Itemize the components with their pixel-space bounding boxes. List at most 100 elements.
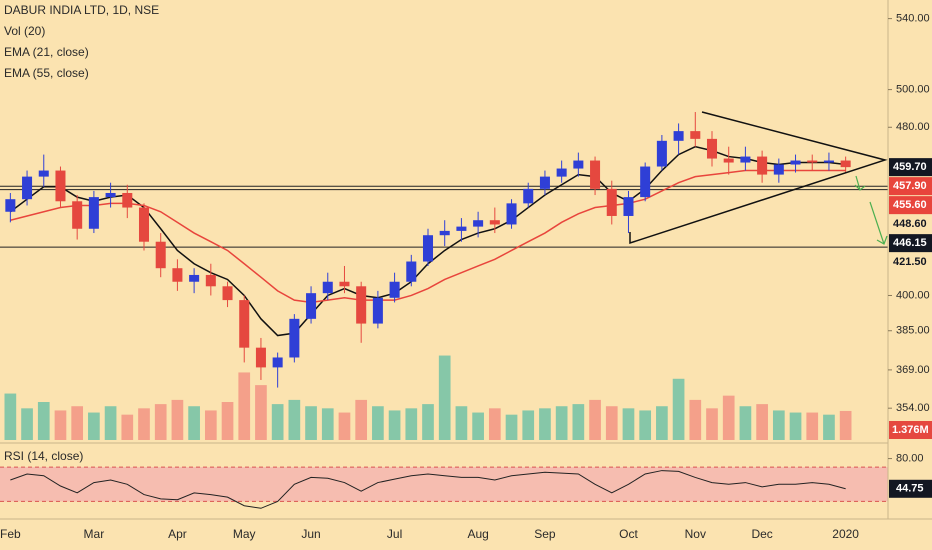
chart-title: DABUR INDIA LTD, 1D, NSE: [4, 3, 159, 17]
volume-bar: [472, 412, 484, 440]
volume-bar: [672, 378, 685, 440]
rsi-line: [10, 470, 846, 509]
candle-body: [38, 170, 49, 177]
x-tick-label: Oct: [619, 527, 638, 541]
volume-bar: [772, 410, 785, 440]
price-label: 455.60: [893, 199, 927, 211]
y-tick-label: 369.00: [896, 364, 930, 376]
candle-body: [740, 156, 751, 163]
volume-bar: [238, 372, 251, 440]
candle-body: [606, 188, 617, 216]
candle-body: [322, 281, 333, 294]
indicator-label: RSI (14, close): [4, 449, 83, 463]
volume-label: 1.376M: [892, 424, 929, 436]
volume-bar: [572, 404, 585, 440]
indicator-label: Vol (20): [4, 24, 45, 38]
y-tick-label: 385.00: [896, 325, 930, 337]
candle-body: [723, 158, 734, 163]
y-tick-label: 354.00: [896, 402, 930, 414]
volume-bar: [589, 399, 601, 440]
x-tick-label: Dec: [751, 527, 772, 541]
rsi-band: [0, 467, 888, 502]
volume-bar: [689, 399, 702, 440]
volume-bar: [171, 399, 184, 440]
candle-body: [473, 220, 484, 227]
volume-bar: [221, 402, 234, 440]
volume-bar: [488, 408, 501, 440]
candle-body: [506, 203, 517, 225]
x-tick-label: Aug: [467, 527, 488, 541]
indicator-label: EMA (21, close): [4, 45, 89, 59]
candle-body: [406, 261, 417, 282]
candle-body: [706, 138, 718, 159]
candle-body: [590, 160, 601, 189]
volume-bar: [154, 404, 167, 440]
price-label: 459.70: [893, 161, 927, 173]
candle-body: [439, 230, 450, 236]
candle-body: [823, 160, 834, 163]
volume-bar: [605, 406, 618, 440]
candle-body: [222, 286, 233, 301]
price-label-box: [889, 234, 932, 253]
candle-body: [339, 281, 350, 287]
x-tick-label: Nov: [685, 527, 706, 541]
candle-body: [840, 160, 851, 168]
candle-body: [138, 207, 150, 242]
volume-bar: [71, 406, 84, 440]
volume-bar: [722, 395, 735, 440]
candle-body: [356, 286, 367, 324]
candle-body: [88, 197, 99, 229]
candle-body: [172, 268, 183, 282]
price-label-box: [889, 177, 932, 196]
arrow: [854, 175, 866, 191]
volume-bar: [4, 393, 17, 440]
x-tick-label: May: [233, 527, 256, 541]
volume-bar: [305, 406, 317, 440]
volume-bar: [104, 406, 117, 440]
volume-bar: [739, 406, 752, 440]
candle-body: [372, 297, 383, 324]
candle-body: [239, 300, 250, 348]
price-label-box: [889, 253, 932, 272]
volume-bar: [321, 408, 334, 440]
candle-body: [656, 140, 667, 167]
volume-bar: [121, 414, 134, 440]
volume-bar: [823, 414, 835, 440]
volume-bar: [355, 399, 368, 440]
candle-body: [456, 226, 467, 231]
x-tick-label: Jul: [387, 527, 402, 541]
ema-line: [10, 169, 846, 304]
volume-bar: [622, 408, 635, 440]
volume-bar: [388, 410, 401, 440]
volume-bar: [656, 406, 668, 440]
candle-body: [523, 188, 534, 204]
volume-bar: [255, 385, 267, 440]
candle-body: [422, 235, 434, 262]
volume-bar: [88, 412, 100, 440]
indicator-label: EMA (55, close): [4, 66, 89, 80]
price-label: 421.50: [893, 256, 927, 268]
candle-body: [72, 201, 83, 229]
rsi-tick-label: 80.00: [896, 452, 924, 464]
price-label: 457.90: [893, 180, 927, 192]
rsi-label-box: [889, 479, 932, 498]
volume-bar: [539, 408, 551, 440]
candle-body: [105, 192, 116, 198]
candle-body: [623, 197, 634, 216]
price-label: 448.60: [893, 218, 927, 230]
y-tick-label: 400.00: [896, 289, 930, 301]
volume-bar: [271, 404, 284, 440]
price-label-box: [889, 158, 932, 177]
volume-bar: [789, 412, 802, 440]
arrow: [869, 201, 888, 245]
candle-body: [673, 131, 684, 141]
candle-body: [757, 156, 768, 175]
x-tick-label: 2020: [832, 527, 859, 541]
candle-body: [255, 347, 266, 368]
candle-body: [556, 168, 567, 177]
rsi-label: 44.75: [896, 483, 924, 495]
candle-body: [573, 160, 584, 169]
candle-body: [155, 241, 166, 269]
x-tick-label: Mar: [84, 527, 105, 541]
